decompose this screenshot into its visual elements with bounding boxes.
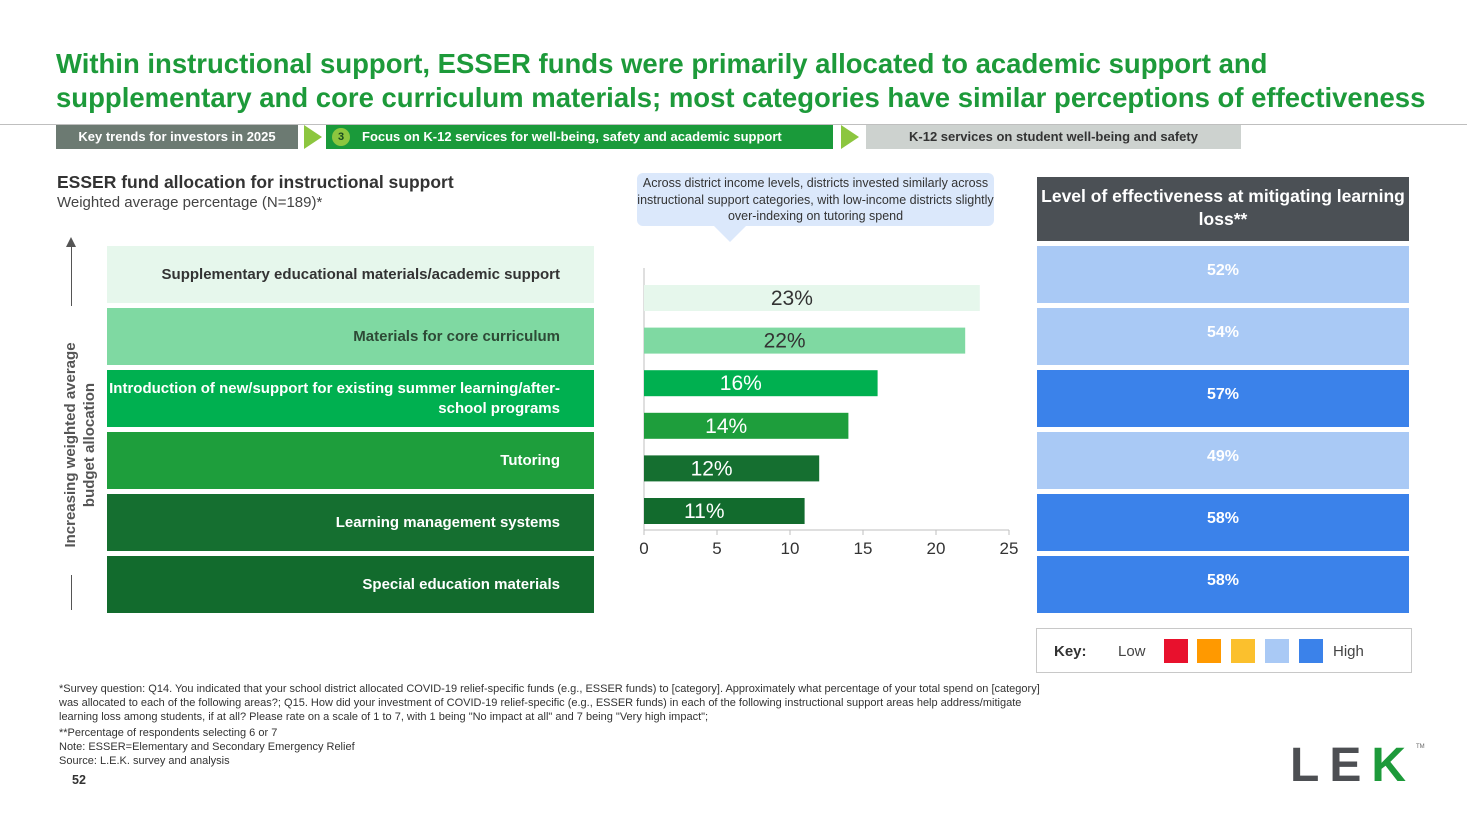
category-row: Tutoring: [107, 432, 594, 489]
footnote-note: Note: ESSER=Elementary and Secondary Eme…: [59, 741, 355, 753]
axis-arrow-line: [71, 575, 72, 610]
footnote-survey: *Survey question: Q14. You indicated tha…: [59, 683, 1040, 723]
legend-low-label: Low: [1118, 643, 1146, 660]
effectiveness-cell: 49%: [1037, 432, 1409, 489]
legend-high-label: High: [1333, 643, 1364, 660]
effectiveness-cell: 58%: [1037, 556, 1409, 613]
effectiveness-cell: 57%: [1037, 370, 1409, 427]
x-tick-label: 15: [854, 539, 873, 558]
category-label: Tutoring: [500, 451, 560, 469]
category-row: Introduction of new/support for existing…: [107, 370, 594, 427]
bar: [644, 412, 849, 439]
lek-logo: LEK: [1290, 739, 1417, 792]
chart-subtitle: Weighted average percentage (N=189)*: [57, 194, 323, 211]
page-number: 52: [72, 773, 86, 787]
callout-pointer: [714, 226, 746, 242]
legend-swatch: [1299, 639, 1323, 663]
breadcrumb-step-3[interactable]: K-12 services on student well-being and …: [866, 125, 1241, 149]
x-tick-label: 0: [639, 539, 648, 558]
effectiveness-header: Level of effectiveness at mitigating lea…: [1037, 177, 1409, 241]
breadcrumb-arrow-icon: [304, 125, 322, 149]
x-tick-label: 25: [1000, 539, 1019, 558]
category-label: Materials for core curriculum: [353, 327, 560, 345]
x-tick-label: 10: [781, 539, 800, 558]
category-label: Supplementary educational materials/acad…: [161, 265, 560, 283]
breadcrumb-step-2[interactable]: 3 Focus on K-12 services for well-being, …: [326, 125, 833, 149]
bar: [644, 498, 805, 524]
category-row: Supplementary educational materials/acad…: [107, 246, 594, 303]
effectiveness-cell: 54%: [1037, 308, 1409, 365]
title-divider: [0, 124, 1467, 125]
footnote-source: Source: L.E.K. survey and analysis: [59, 755, 230, 767]
legend-swatch: [1265, 639, 1289, 663]
category-label: Learning management systems: [335, 513, 560, 531]
trademark-mark: TM: [1416, 744, 1425, 750]
bar-value-label: 12%: [691, 457, 733, 480]
bar-value-label: 16%: [720, 372, 762, 395]
legend-swatch: [1231, 639, 1255, 663]
footnote-percentage: **Percentage of respondents selecting 6 …: [59, 727, 278, 739]
bar: [644, 455, 820, 482]
effectiveness-cell: 58%: [1037, 494, 1409, 551]
effectiveness-cell: 52%: [1037, 246, 1409, 303]
legend-key-label: Key:: [1054, 643, 1087, 660]
bar: [644, 327, 966, 354]
category-row: Learning management systems: [107, 494, 594, 551]
category-label: Introduction of new/support for existing…: [109, 379, 560, 417]
breadcrumb-step-1[interactable]: Key trends for investors in 2025: [56, 125, 298, 149]
bar-value-label: 11%: [684, 500, 724, 523]
legend-box: [1036, 628, 1412, 673]
bar: [644, 285, 980, 311]
category-row: Special education materials: [107, 556, 594, 613]
legend-swatch: [1164, 639, 1188, 663]
bar-value-label: 14%: [705, 415, 747, 438]
x-tick-label: 20: [927, 539, 946, 558]
category-label: Special education materials: [362, 575, 560, 593]
callout-box: Across district income levels, districts…: [637, 173, 994, 226]
y-axis-label: Increasing weighted average budget alloc…: [62, 342, 98, 548]
chart-title: ESSER fund allocation for instructional …: [57, 172, 454, 192]
x-tick-label: 5: [712, 539, 721, 558]
breadcrumb-arrow-icon: [841, 125, 859, 149]
bar-chart: 23% 22%16% 14% 12% 11% 0 5 10 15 20 25: [639, 268, 1019, 558]
step-number-badge: 3: [332, 127, 350, 146]
breadcrumb-step-2-label: Focus on K-12 services for well-being, s…: [362, 129, 782, 144]
legend-swatch: [1197, 639, 1221, 663]
axis-arrow-line: [71, 246, 72, 306]
bar-value-label: 22%: [764, 330, 806, 353]
up-arrow-icon: [66, 237, 76, 247]
bar-value-label: 23%: [771, 287, 813, 310]
page-title: Within instructional support, ESSER fund…: [56, 48, 1426, 113]
bar: [644, 370, 878, 397]
category-row: Materials for core curriculum: [107, 308, 594, 365]
